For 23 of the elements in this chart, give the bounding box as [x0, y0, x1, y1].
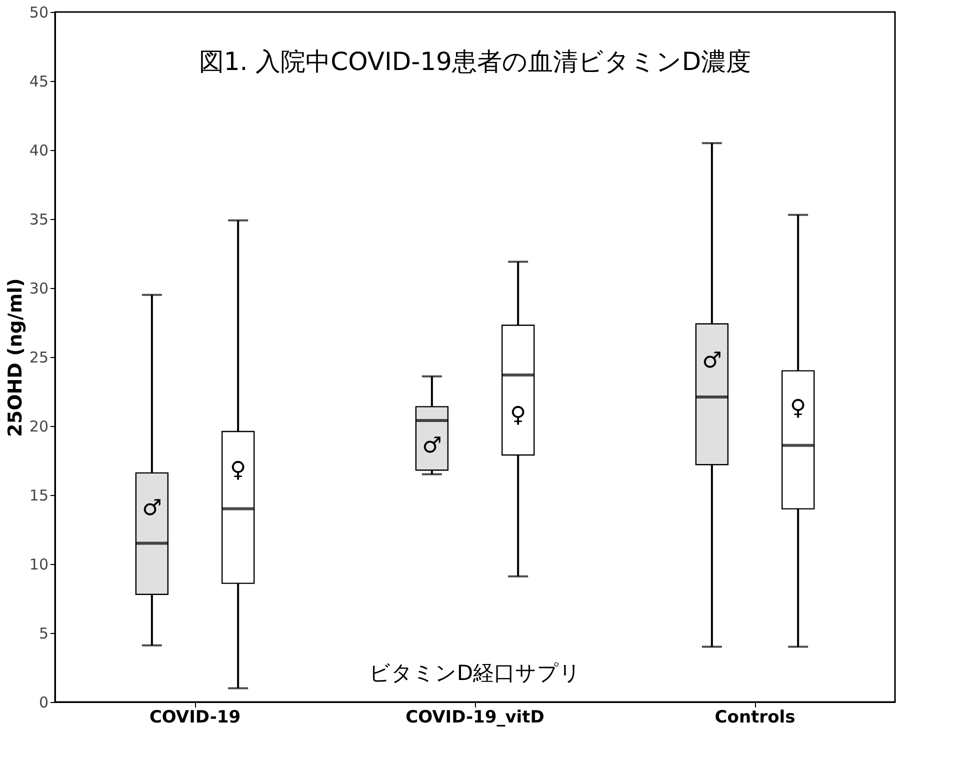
text: ♂	[422, 433, 442, 458]
y-tick-label: 35	[29, 210, 48, 228]
y-tick-label: 10	[29, 556, 48, 574]
annotation: ビタミンD経口サプリ	[368, 661, 582, 685]
y-tick-label: 5	[38, 624, 48, 642]
series-label: ♀	[230, 458, 246, 484]
x-tick-label: COVID-19	[149, 708, 241, 728]
text: ♀	[790, 396, 806, 422]
text: 図1. 入院中COVID-19患者の血清ビタミンD濃度	[198, 47, 752, 76]
x-tick-label: Controls	[714, 708, 796, 728]
series-label: ♂	[142, 496, 162, 522]
y-tick-label: 45	[29, 72, 48, 90]
y-tick-label: 15	[29, 486, 48, 504]
y-tick-label: 30	[29, 280, 48, 298]
y-axis-title: 25OHD (ng/ml)	[4, 278, 26, 437]
text: ♀	[510, 402, 526, 428]
y-tick-label: 20	[29, 418, 48, 436]
y-tick-label: 50	[29, 4, 48, 22]
y-tick-label: 40	[29, 142, 48, 160]
y-tick-label: 0	[38, 694, 48, 712]
y-tick-label: 25	[29, 348, 48, 366]
text: ♂	[702, 348, 722, 374]
x-tick-label: COVID-19_vitD	[406, 708, 544, 728]
